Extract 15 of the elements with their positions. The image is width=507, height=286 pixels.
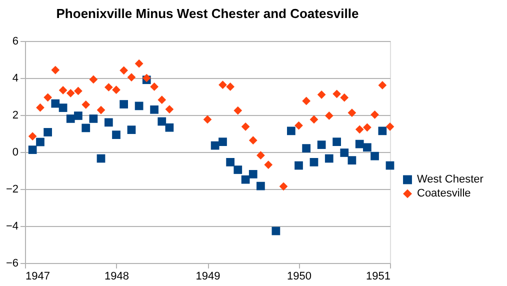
y-tick-label: 4 bbox=[12, 72, 18, 84]
y-tick-label: 2 bbox=[12, 110, 18, 122]
chart-title: Phoenixville Minus West Chester and Coatesville bbox=[56, 6, 359, 21]
x-tick-label: 1947 bbox=[26, 270, 50, 282]
y-tick-label: −6 bbox=[6, 258, 18, 270]
y-tick-label: −4 bbox=[6, 220, 18, 232]
x-tick-label: 1951 bbox=[366, 270, 390, 282]
x-tick-label: 1949 bbox=[196, 270, 220, 282]
x-tick-label: 1948 bbox=[104, 270, 129, 282]
legend-label: Coatesville bbox=[417, 188, 471, 200]
y-tick-label: 0 bbox=[12, 146, 18, 158]
y-tick-label: −2 bbox=[6, 184, 18, 196]
x-tick-label: 1950 bbox=[287, 270, 312, 282]
y-tick-label: 6 bbox=[12, 36, 18, 48]
legend-label: West Chester bbox=[417, 174, 484, 186]
